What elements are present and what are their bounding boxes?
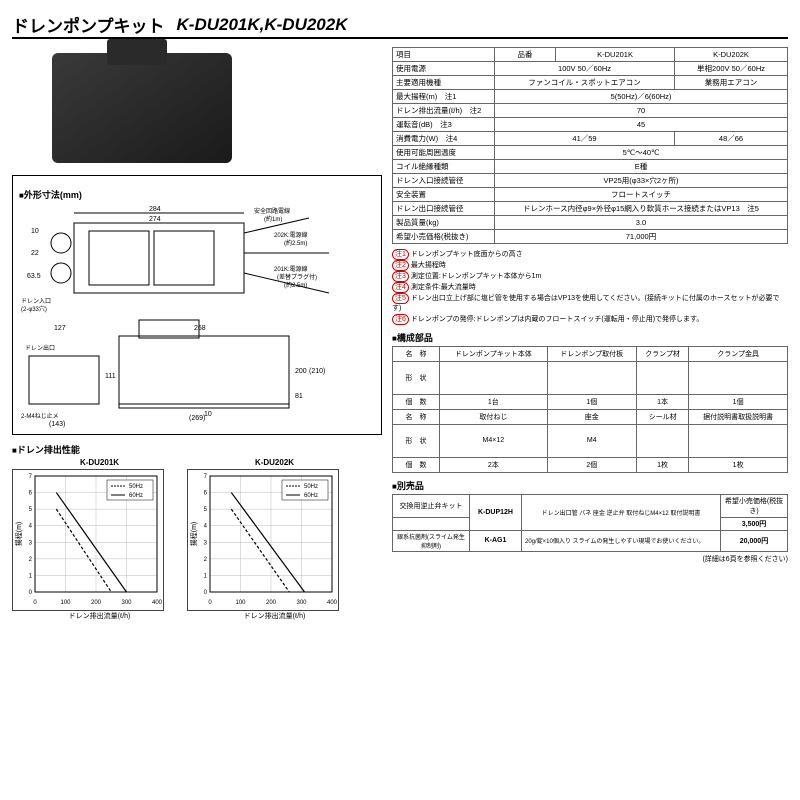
svg-text:201K:電源線: 201K:電源線 <box>274 265 308 273</box>
chart-section-title: ドレン排出性能 <box>12 443 382 456</box>
page-title: ドレンポンプキット <box>12 12 165 37</box>
svg-text:2: 2 <box>204 557 208 563</box>
svg-text:0: 0 <box>204 590 208 596</box>
charts-container: K-DU201K01002003004000123456750Hz60Hz揚程(… <box>12 458 382 621</box>
svg-text:0: 0 <box>29 590 33 596</box>
svg-text:300: 300 <box>121 600 132 606</box>
side-view-diagram: 127 268 ドレン出口 2-M4ねじ止メ (143) (269) 111 2… <box>19 318 375 428</box>
top-view-diagram: 284 274 ドレン入口 (2-φ33穴) 安全回路電線 (約1m) 202K… <box>19 203 375 318</box>
components-table: 名 称ドレンポンプキット本体ドレンポンプ取付板クランプ材クランプ金具形 状個 数… <box>392 346 788 473</box>
header: ドレンポンプキット K-DU201K,K-DU202K <box>12 12 788 39</box>
svg-text:5: 5 <box>29 507 33 513</box>
svg-text:ドレン出口: ドレン出口 <box>25 344 55 352</box>
svg-text:5: 5 <box>204 507 208 513</box>
svg-text:274: 274 <box>149 216 161 223</box>
svg-text:1: 1 <box>204 573 208 579</box>
svg-text:63.5: 63.5 <box>27 273 41 280</box>
optional-footnote: (詳細は6頁を参照ください) <box>392 554 788 564</box>
spec-table: 項目品番K-DU201KK-DU202K使用電源100V 50／60Hz単相20… <box>392 47 788 244</box>
optional-table: 交換用逆止弁キットK-DUP12Hドレン出口管 バネ 座金 逆止弁 取付ねじM4… <box>392 494 788 552</box>
svg-text:10: 10 <box>31 228 39 235</box>
svg-text:200: 200 <box>266 600 277 606</box>
svg-text:60Hz: 60Hz <box>304 493 318 499</box>
svg-text:200: 200 <box>91 600 102 606</box>
svg-text:7: 7 <box>204 474 208 480</box>
svg-text:揚程(m): 揚程(m) <box>14 522 23 547</box>
svg-text:(143): (143) <box>49 421 65 428</box>
svg-text:50Hz: 50Hz <box>304 484 318 490</box>
svg-text:0: 0 <box>208 600 212 606</box>
svg-text:300: 300 <box>296 600 307 606</box>
svg-text:2-M4ねじ止メ: 2-M4ねじ止メ <box>21 412 59 420</box>
dimensions-title: 外形寸法(mm) <box>19 188 375 201</box>
svg-text:安全回路電線: 安全回路電線 <box>254 207 290 215</box>
svg-text:1: 1 <box>29 573 33 579</box>
svg-text:4: 4 <box>29 524 33 530</box>
svg-text:3: 3 <box>204 540 208 546</box>
svg-text:6: 6 <box>29 491 33 497</box>
model-numbers: K-DU201K,K-DU202K <box>177 15 348 35</box>
svg-text:400: 400 <box>327 600 338 606</box>
svg-text:81: 81 <box>295 393 303 400</box>
svg-text:(約2.5m): (約2.5m) <box>284 281 307 289</box>
svg-text:50Hz: 50Hz <box>129 484 143 490</box>
svg-text:ドレン入口: ドレン入口 <box>21 298 51 305</box>
svg-text:(約2.5m): (約2.5m) <box>284 239 307 247</box>
svg-text:3: 3 <box>29 540 33 546</box>
optional-title: 別売品 <box>392 479 788 492</box>
svg-text:202K:電源線: 202K:電源線 <box>274 231 308 239</box>
svg-text:400: 400 <box>152 600 163 606</box>
components-title: 構成部品 <box>392 331 788 344</box>
notes: 注1 ドレンポンプキット底面からの高さ注2 最大揚程時注3 測定位置:ドレンポン… <box>392 249 788 325</box>
svg-text:(210): (210) <box>309 368 325 375</box>
svg-text:揚程(m): 揚程(m) <box>189 522 198 547</box>
svg-text:0: 0 <box>33 600 37 606</box>
product-image <box>52 53 232 163</box>
svg-text:(269): (269) <box>189 415 205 422</box>
main-content: 外形寸法(mm) 284 274 ドレン入口 (2-φ33穴) 安全回 <box>12 47 788 621</box>
svg-text:10: 10 <box>204 411 212 418</box>
svg-text:284: 284 <box>149 206 161 213</box>
svg-text:127: 127 <box>54 325 66 332</box>
svg-text:268: 268 <box>194 325 206 332</box>
svg-text:(2-φ33穴): (2-φ33穴) <box>21 305 47 313</box>
svg-text:6: 6 <box>204 491 208 497</box>
svg-text:60Hz: 60Hz <box>129 493 143 499</box>
svg-text:100: 100 <box>235 600 246 606</box>
svg-text:4: 4 <box>204 524 208 530</box>
svg-text:22: 22 <box>31 250 39 257</box>
svg-text:2: 2 <box>29 557 33 563</box>
svg-text:(約1m): (約1m) <box>264 215 282 223</box>
svg-text:111: 111 <box>105 373 116 380</box>
svg-text:100: 100 <box>60 600 71 606</box>
svg-text:(差替プラグ付): (差替プラグ付) <box>277 273 317 281</box>
svg-text:7: 7 <box>29 474 33 480</box>
svg-text:200: 200 <box>295 368 307 375</box>
